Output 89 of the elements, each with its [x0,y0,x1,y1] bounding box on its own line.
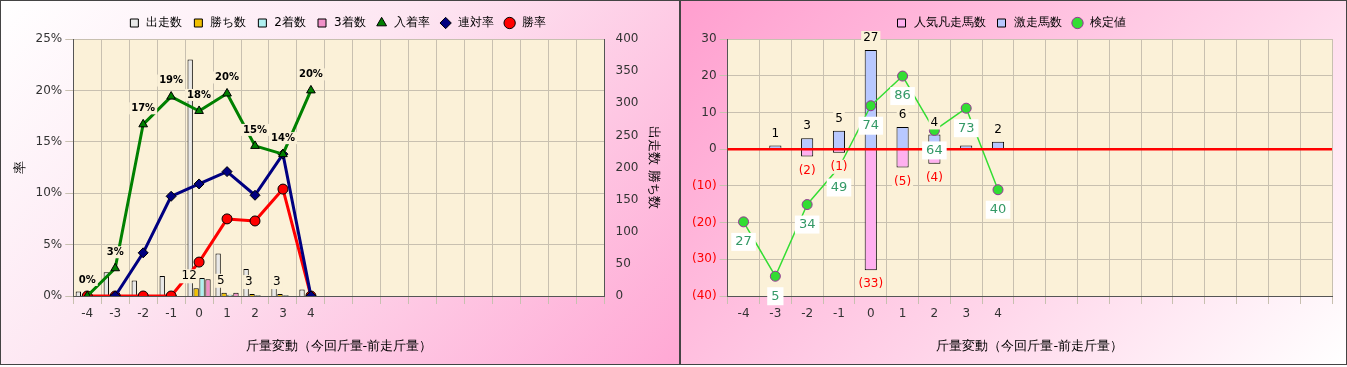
data-label: 4 [930,114,939,129]
x-axis-title: 斤量変動（今回斤量-前走斤量） [936,337,1124,353]
y-tick-label: 5% [43,236,63,251]
y2-tick-label: 250 [615,127,639,142]
data-label: 74 [862,117,880,133]
data-label: 20% [298,67,323,79]
data-label: 14% [271,131,295,143]
legend-label: 勝率 [521,15,546,30]
data-label: 17% [131,101,156,113]
legend-label: 検定値 [1089,15,1126,30]
y-tick-label: 0% [43,288,63,303]
data-label: 20% [215,71,240,83]
data-label: 34 [798,215,816,231]
y-tick-label: 15% [35,133,63,148]
y-tick-label: 30 [701,31,717,46]
legend-label: 出走数 [146,15,183,30]
y-tick-label: 25% [35,31,63,46]
y2-tick-label: 150 [615,191,639,206]
y2-tick-label: 50 [615,256,631,270]
x-tick-label: -3 [769,306,782,321]
y-tick-label: 20% [35,82,63,97]
data-label: 2 [994,121,1002,136]
y-tick-label: (40) [691,288,717,303]
data-label: 0% [78,273,96,285]
y-tick-label: (10) [691,177,717,192]
data-label: 5 [217,272,225,287]
x-tick-label: -1 [165,306,178,321]
legend-label: 入着率 [393,15,430,30]
legend-label: 激走馬数 [1013,15,1062,30]
y-tick-label: (20) [691,214,717,229]
y-tick-label: 10 [701,104,717,119]
data-label: 19% [159,74,184,86]
data-label: (1) [830,158,848,173]
x-tick-label: 1 [223,306,231,321]
legend-label: 連対率 [457,15,494,30]
y2-tick-label: 300 [615,95,639,110]
x-tick-label: 0 [866,306,875,321]
y-tick-label: 10% [35,185,63,200]
legend-label: 2着数 [274,15,307,30]
data-label: 40 [989,201,1007,217]
x-tick-label: 2 [930,306,939,321]
x-axis-title: 斤量変動（今回斤量-前走斤量） [245,337,433,353]
y2-axis-title: 出走数 勝ち数 [646,126,662,209]
y2-tick-label: 400 [615,31,639,46]
x-tick-label: -3 [109,306,122,321]
x-tick-label: -4 [737,306,750,321]
data-label: (5) [894,173,912,188]
x-tick-label: 0 [195,306,203,321]
data-label: 18% [187,88,212,100]
data-label: 64 [926,141,943,157]
x-tick-label: 4 [994,306,1002,321]
x-tick-label: -2 [801,306,814,321]
data-label: 1 [771,125,780,140]
data-label: 15% [243,123,267,135]
x-tick-label: -2 [137,306,150,321]
data-label: 3 [273,274,281,289]
legend-label: 人気凡走馬数 [913,15,986,30]
data-label: (2) [798,162,816,177]
y-tick-label: (30) [691,251,717,266]
x-tick-label: 3 [962,306,971,321]
y2-tick-label: 0 [615,288,624,303]
data-label: 12 [181,268,197,283]
legend-label: 3着数 [334,15,366,30]
y-tick-label: 0 [708,141,717,156]
data-label: 27 [863,30,879,45]
x-tick-label: 3 [279,306,287,321]
data-label: 6 [898,107,907,122]
data-label: 3 [803,118,811,133]
x-tick-label: 2 [251,306,259,321]
x-tick-label: -4 [81,306,94,321]
data-label: 5 [771,287,780,303]
data-label: 3% [106,245,124,257]
data-label: 5 [835,110,843,125]
data-label: (4) [925,169,943,184]
y2-tick-label: 200 [615,159,639,174]
y-axis-title: 率 [12,161,28,174]
x-tick-label: 4 [307,306,315,321]
legend-label: 勝ち数 [210,15,247,30]
y-tick-label: 20 [701,67,717,82]
data-label: 3 [245,274,253,289]
data-label: 86 [894,87,911,103]
x-tick-label: 1 [898,306,907,321]
x-tick-label: -1 [832,306,845,321]
data-label: 27 [735,233,752,249]
y2-tick-label: 350 [615,63,639,78]
data-label: 73 [957,119,975,135]
data-label: 49 [830,178,848,194]
data-label: (33) [858,276,884,291]
y2-tick-label: 100 [615,223,639,238]
